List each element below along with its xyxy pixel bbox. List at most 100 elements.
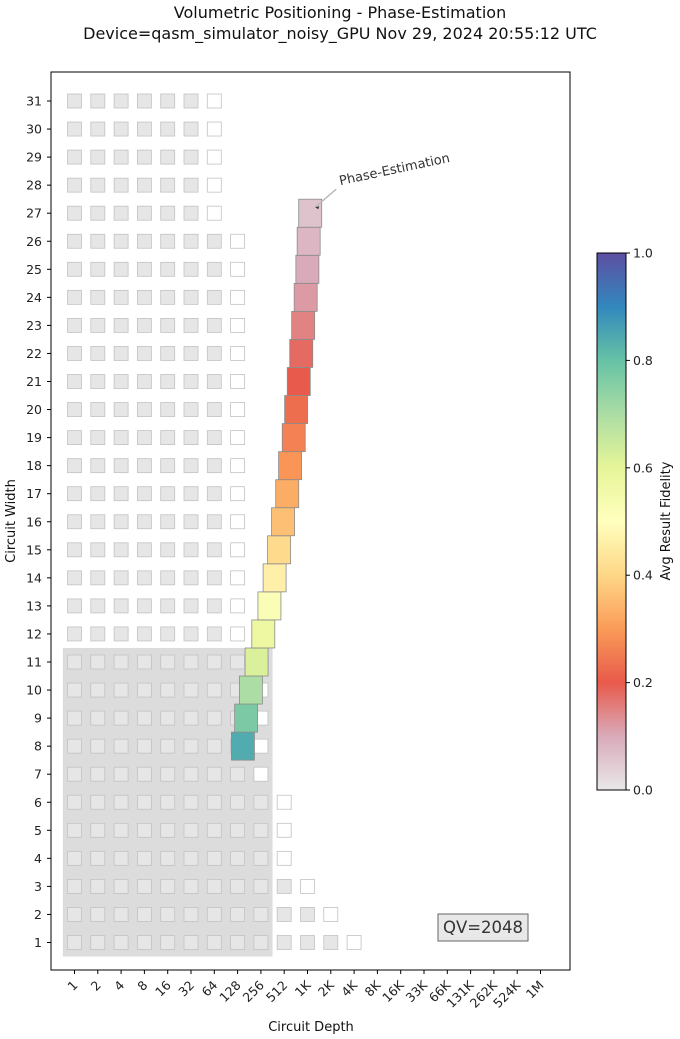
reference-cell: [90, 374, 106, 389]
y-axis-title: Circuit Width: [4, 479, 19, 563]
reference-cell: [160, 822, 176, 838]
y-tick-label: 15: [26, 542, 42, 557]
reference-cell: [90, 458, 106, 474]
reference-cell: [206, 822, 222, 838]
reference-cell: [113, 654, 129, 670]
y-tick-label: 13: [26, 598, 42, 613]
colorbar-tick-label: 0.0: [633, 783, 653, 798]
reference-cell: [183, 598, 199, 614]
reference-cell: [113, 570, 129, 586]
data-cell: [278, 451, 302, 481]
reference-cell: [160, 598, 176, 614]
reference-cell: [67, 907, 82, 922]
reference-cell: [67, 402, 82, 417]
reference-cell: [113, 289, 129, 305]
reference-cell: [206, 626, 222, 642]
reference-cell: [346, 935, 362, 950]
reference-cell: [90, 626, 106, 642]
x-tick-label: 4: [111, 977, 127, 993]
reference-cell: [230, 570, 246, 586]
reference-cell: [230, 935, 246, 950]
reference-cell: [136, 93, 152, 109]
x-tick-label: 16K: [379, 977, 407, 1005]
reference-cell: [67, 261, 82, 277]
reference-cell: [160, 346, 176, 361]
reference-cell: [136, 177, 152, 193]
reference-cell: [67, 682, 82, 698]
reference-cell: [276, 822, 292, 838]
reference-cell: [136, 402, 152, 417]
reference-cell: [183, 682, 199, 698]
reference-cell: [160, 149, 176, 165]
reference-cell: [230, 430, 246, 446]
data-cell: [257, 591, 282, 621]
reference-cell: [183, 766, 199, 782]
reference-cell: [253, 879, 269, 894]
reference-cell: [206, 346, 222, 361]
y-tick-label: 3: [34, 879, 42, 894]
y-tick-label: 29: [26, 150, 42, 165]
reference-cell: [183, 935, 199, 950]
annotation-arrowhead: [315, 206, 320, 210]
reference-cell: [113, 486, 129, 502]
reference-cell: [136, 233, 152, 249]
data-cell: [231, 731, 255, 761]
reference-cell: [253, 766, 269, 782]
colorbar-tick-label: 1.0: [633, 246, 653, 261]
reference-cell: [90, 766, 106, 782]
y-tick-label: 17: [26, 486, 42, 501]
reference-cell: [113, 458, 129, 474]
reference-cell: [160, 626, 176, 642]
reference-cell: [113, 542, 129, 558]
reference-cell: [113, 907, 129, 922]
reference-cell: [67, 542, 82, 558]
reference-cell: [113, 93, 129, 109]
reference-cell: [160, 570, 176, 586]
data-cell: [291, 310, 316, 340]
qv-box: [437, 913, 529, 942]
y-tick-label: 21: [26, 374, 42, 389]
reference-cell: [230, 907, 246, 922]
reference-cell: [113, 374, 129, 389]
x-tick-label: 33K: [402, 977, 430, 1005]
chart-subtitle: Device=qasm_simulator_noisy_GPU Nov 29, …: [83, 24, 597, 44]
data-cell: [244, 647, 269, 677]
reference-cell: [160, 794, 176, 810]
reference-cell: [183, 738, 199, 754]
reference-cell: [206, 121, 222, 137]
reference-cell: [67, 486, 82, 502]
reference-cell: [206, 289, 222, 305]
reference-cell: [160, 430, 176, 446]
reference-cell: [113, 822, 129, 838]
reference-cell: [90, 822, 106, 838]
x-tick-label: 4K: [338, 977, 361, 1000]
reference-cell: [183, 93, 199, 109]
data-cell: [298, 198, 323, 228]
reference-cell: [160, 850, 176, 866]
y-tick-label: 2: [34, 907, 42, 922]
reference-cell: [136, 682, 152, 698]
reference-cell: [183, 149, 199, 165]
reference-cell: [300, 907, 315, 922]
reference-cell: [90, 738, 106, 754]
reference-cell: [67, 430, 82, 446]
reference-cell: [90, 121, 106, 137]
reference-cell: [136, 486, 152, 502]
reference-cell: [206, 402, 222, 417]
data-cell: [295, 254, 320, 284]
x-tick-label: 16: [152, 977, 174, 999]
y-tick-label: 9: [34, 711, 42, 726]
reference-cell: [90, 289, 106, 305]
reference-cell: [160, 177, 176, 193]
reference-cell: [90, 850, 106, 866]
reference-cell: [136, 738, 152, 754]
reference-cell: [160, 233, 176, 249]
reference-cell: [67, 794, 82, 810]
reference-cell: [206, 542, 222, 558]
reference-cell: [230, 766, 246, 782]
reference-cell: [183, 514, 199, 530]
reference-cell: [67, 598, 82, 614]
reference-cell: [183, 289, 199, 305]
reference-cell: [113, 317, 129, 333]
reference-cell: [160, 682, 176, 698]
